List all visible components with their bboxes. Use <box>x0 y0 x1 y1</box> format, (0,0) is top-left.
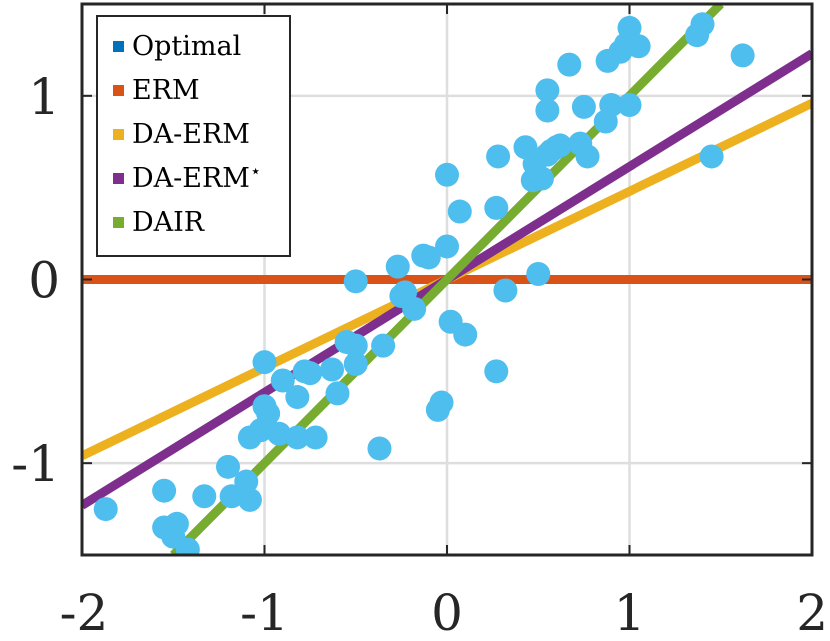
scatter-point <box>267 421 292 446</box>
scatter-point <box>164 511 189 536</box>
y-tick-label: 0 <box>28 252 60 310</box>
scatter-point <box>93 497 118 522</box>
scatter-point <box>571 94 596 119</box>
scatter-point <box>371 333 396 358</box>
y-tick-label: -1 <box>11 435 60 493</box>
legend-marker <box>113 217 124 228</box>
legend-marker <box>113 173 124 184</box>
scatter-point <box>617 15 642 40</box>
scatter-point <box>535 78 560 103</box>
scatter-point <box>429 390 454 415</box>
x-tick-label: 2 <box>796 584 828 641</box>
x-tick-label: -2 <box>60 584 109 641</box>
scatter-point <box>343 351 368 376</box>
scatter-point <box>416 245 441 270</box>
scatter-point <box>298 361 323 386</box>
x-tick-label: 1 <box>614 584 646 641</box>
legend: Optimal ERM DA-ERM DA-ERM⋆ DAIR <box>96 15 291 257</box>
scatter-point <box>285 385 310 410</box>
scatter-point <box>484 359 509 384</box>
scatter-point <box>599 93 624 118</box>
scatter-point <box>325 381 350 406</box>
legend-label-superscript: ⋆ <box>250 161 261 182</box>
x-tick-label: -1 <box>240 584 289 641</box>
legend-marker <box>113 129 124 140</box>
legend-marker <box>113 41 124 52</box>
scatter-point <box>526 261 551 286</box>
scatter-point <box>730 43 755 68</box>
scatter-point <box>367 436 392 461</box>
scatter-point <box>575 144 600 169</box>
legend-label: DA-ERM <box>132 119 250 150</box>
scatter-point <box>486 144 511 169</box>
scatter-point <box>219 484 244 509</box>
scatter-point <box>303 425 328 450</box>
scatter-point <box>453 322 478 347</box>
scatter-point <box>493 278 518 303</box>
scatter-point <box>237 487 262 512</box>
scatter-point <box>402 296 427 321</box>
legend-label: DA-ERM⋆ <box>132 161 261 194</box>
scatter-point <box>617 93 642 118</box>
scatter-point <box>320 357 345 382</box>
scatter-point <box>690 12 715 37</box>
legend-marker <box>113 85 124 96</box>
y-tick-label: 1 <box>28 68 60 126</box>
scatter-point <box>192 484 217 509</box>
plot-area <box>82 4 812 555</box>
scatter-point <box>216 454 240 479</box>
scatter-point <box>484 195 509 220</box>
legend-label: Optimal <box>132 31 241 62</box>
scatter-point <box>447 199 472 224</box>
scatter-point <box>435 234 459 259</box>
x-tick-label: 0 <box>431 584 463 641</box>
scatter-point <box>385 254 410 279</box>
ticks: -2 -1 0 1 2 -1 0 1 <box>11 4 828 641</box>
scatter-point <box>435 162 459 187</box>
scatter-point <box>256 401 281 426</box>
scatter-point <box>557 52 582 77</box>
scatter-point <box>234 469 259 494</box>
scatter-point <box>535 98 560 123</box>
scatter-point <box>529 166 554 191</box>
legend-label: ERM <box>132 75 200 106</box>
legend-label: DAIR <box>132 207 205 238</box>
scatter-point <box>252 350 277 375</box>
scatter-point <box>285 425 310 450</box>
scatter-point <box>343 269 368 294</box>
scatter-point <box>699 144 724 169</box>
scatter-point <box>152 478 177 503</box>
scatter-point <box>343 333 368 358</box>
scatter-point <box>175 537 200 555</box>
legend-box <box>96 15 291 257</box>
scatter-point <box>548 133 573 158</box>
scatter-point <box>626 34 651 59</box>
scatter-point <box>270 368 295 393</box>
